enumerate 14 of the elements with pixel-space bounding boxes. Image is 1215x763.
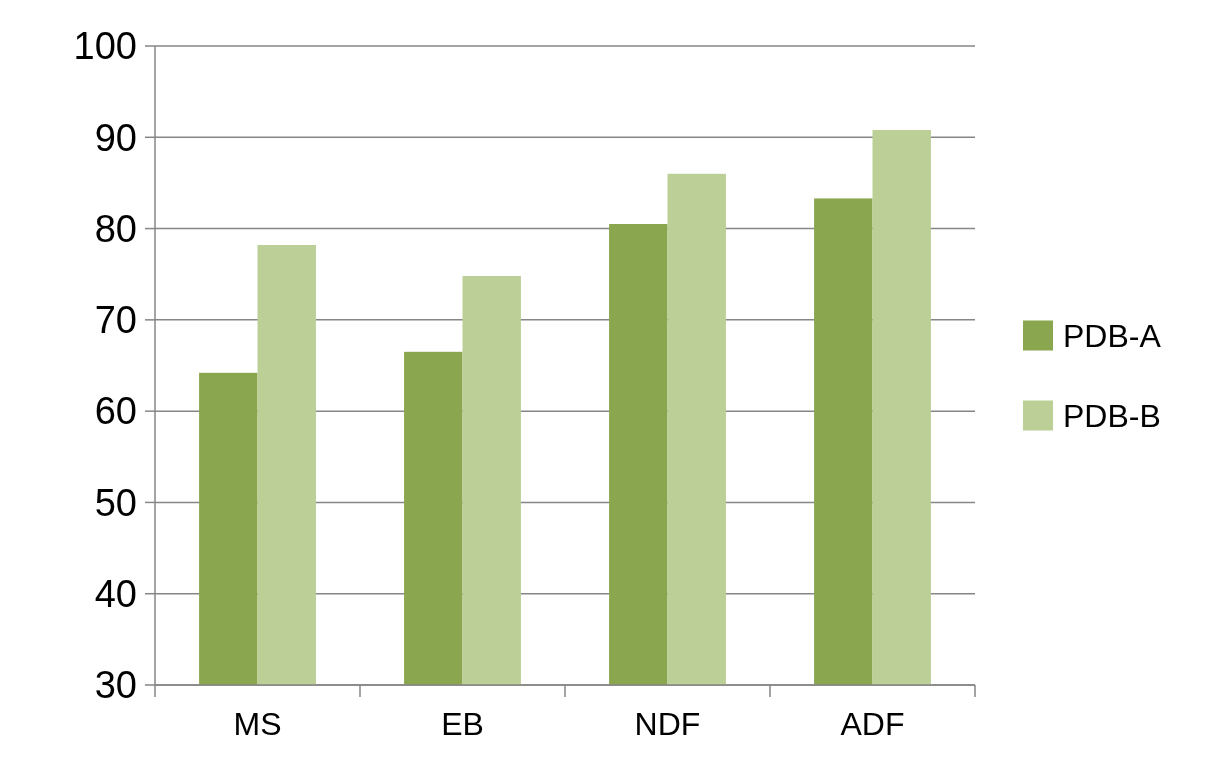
y-tick-label: 70 <box>94 299 137 342</box>
legend-label: PDB-B <box>1063 397 1161 434</box>
y-tick-label: 80 <box>94 207 137 250</box>
y-tick-label: 100 <box>73 25 137 68</box>
x-tick-label: NDF <box>634 706 701 742</box>
legend-label: PDB-A <box>1063 317 1162 354</box>
x-tick-label: EB <box>441 706 484 742</box>
y-tick-label: 60 <box>94 390 137 433</box>
y-tick-label: 90 <box>94 116 137 159</box>
y-tick-label: 50 <box>94 481 137 524</box>
y-tick-label: 30 <box>94 664 137 707</box>
x-tick-label: ADF <box>840 706 905 742</box>
x-tick-label: MS <box>233 706 282 742</box>
y-tick-label: 40 <box>94 573 137 616</box>
